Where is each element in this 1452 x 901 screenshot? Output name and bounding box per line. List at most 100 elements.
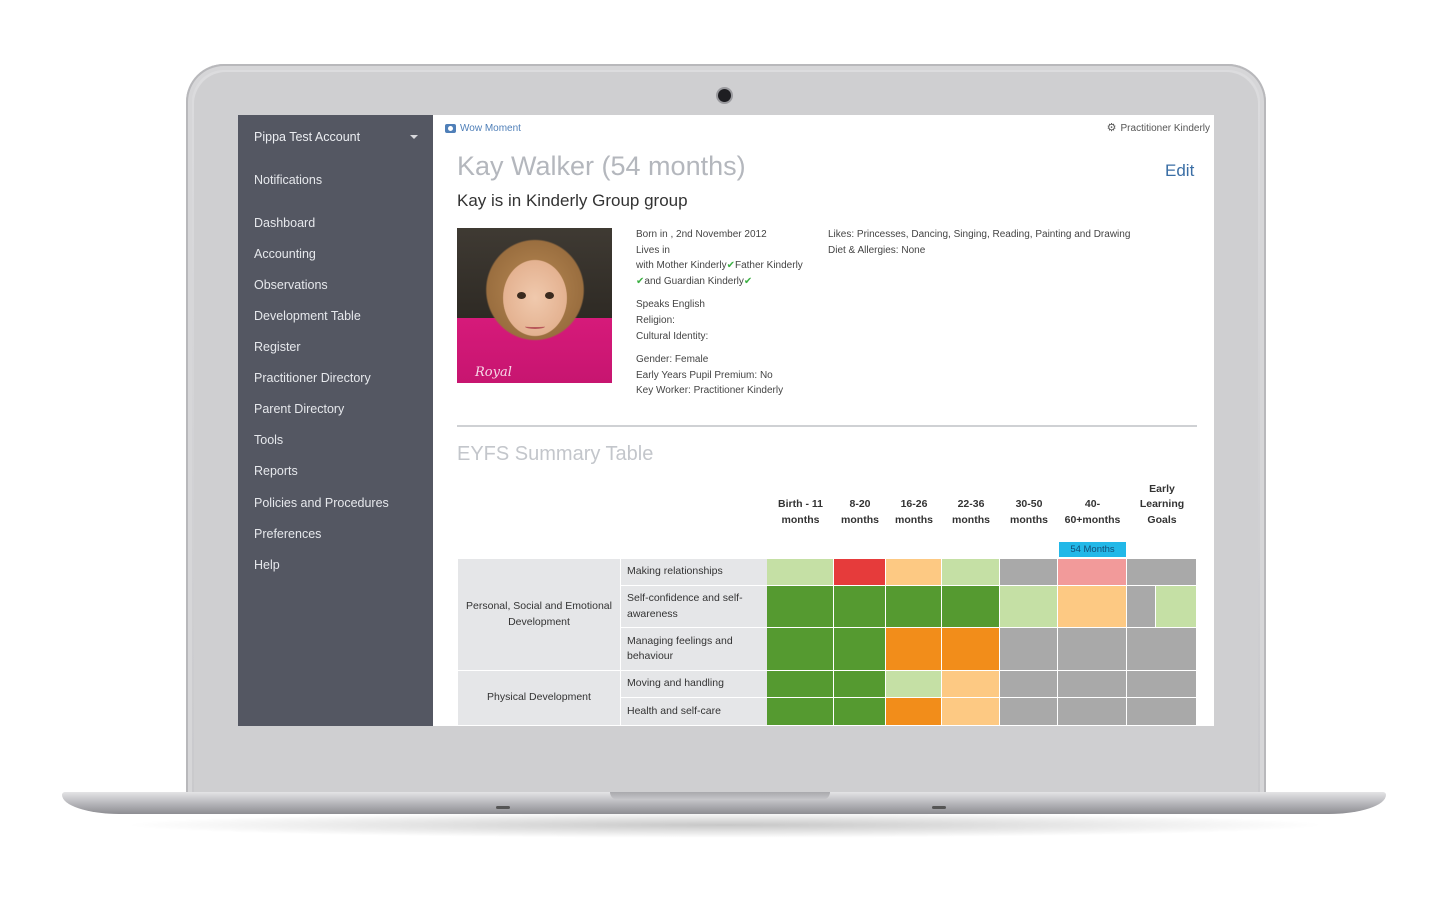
laptop-base <box>62 792 1386 814</box>
progress-cell[interactable] <box>886 671 942 698</box>
child-photo: Royal <box>457 228 612 383</box>
sidebar-item-register[interactable]: Register <box>254 340 301 354</box>
progress-cell[interactable] <box>1058 628 1127 671</box>
check-icon: ✔ <box>636 275 645 287</box>
progress-cell[interactable] <box>886 559 942 586</box>
progress-cell[interactable] <box>1127 628 1197 671</box>
aspect-label: Managing feelings and behaviour <box>620 628 767 671</box>
progress-cell[interactable] <box>942 586 1000 628</box>
column-header-line: Early <box>1149 482 1175 495</box>
progress-cell[interactable] <box>942 559 1000 586</box>
photo-mouth <box>525 324 545 329</box>
progress-cell[interactable] <box>834 698 886 726</box>
progress-cell[interactable] <box>834 671 886 698</box>
sidebar-item-observations[interactable]: Observations <box>254 278 328 292</box>
laptop-foot <box>496 806 510 809</box>
father-text: Father Kinderly <box>734 260 803 272</box>
child-details: Born in , 2nd November 2012 Lives in wit… <box>636 227 803 399</box>
progress-cell[interactable] <box>942 628 1000 671</box>
gender-text: Gender: Female <box>636 354 709 366</box>
sidebar-item-help[interactable]: Help <box>254 558 280 572</box>
camera-icon <box>445 124 456 133</box>
progress-cell[interactable] <box>1000 628 1058 671</box>
sidebar-item-accounting[interactable]: Accounting <box>254 247 316 261</box>
column-header: 30-50 months <box>1000 497 1058 528</box>
column-header-line: months <box>841 513 879 526</box>
group-subtitle: Kay is in Kinderly Group group <box>457 191 688 210</box>
sidebar: Pippa Test Account Notifications Dashboa… <box>238 115 433 726</box>
area-label: Physical Development <box>458 671 620 726</box>
progress-cell[interactable] <box>767 586 834 628</box>
progress-cell[interactable] <box>1058 586 1127 628</box>
sidebar-item-practitioner-directory[interactable]: Practitioner Directory <box>254 371 371 385</box>
column-header-line: Learning <box>1139 498 1185 510</box>
progress-cell[interactable] <box>767 671 834 698</box>
aspect-label: Self-confidence and self-awareness <box>620 586 767 628</box>
pupil-premium-text: Early Years Pupil Premium: No <box>636 369 773 381</box>
guardian-line: ✔and Guardian Kinderly✔ <box>636 274 803 290</box>
progress-cell[interactable] <box>767 628 834 671</box>
progress-cell[interactable] <box>1058 559 1127 586</box>
progress-cell[interactable] <box>1127 671 1197 698</box>
account-switcher[interactable]: Pippa Test Account <box>254 130 420 144</box>
edit-button[interactable]: Edit <box>1165 161 1195 180</box>
likes-text: Likes: Princesses, Dancing, Singing, Rea… <box>828 229 1131 240</box>
column-header: 8-20 months <box>834 497 886 528</box>
column-header-line: months <box>781 513 820 526</box>
sidebar-item-parent-directory[interactable]: Parent Directory <box>254 402 345 416</box>
diet-text: Diet & Allergies: None <box>828 244 926 256</box>
progress-cell[interactable] <box>767 698 834 726</box>
sidebar-item-preferences[interactable]: Preferences <box>254 527 322 541</box>
photo-eye <box>545 292 554 299</box>
progress-cell[interactable] <box>1000 559 1058 586</box>
sidebar-item-development-table[interactable]: Development Table <box>254 309 361 323</box>
user-name: Practitioner Kinderly <box>1120 123 1210 134</box>
key-worker-text: Key Worker: Practitioner Kinderly <box>636 385 784 397</box>
column-header-line: 16-26 <box>900 498 928 510</box>
progress-cell[interactable] <box>942 671 1000 698</box>
section-divider <box>457 425 1197 427</box>
progress-cell[interactable] <box>1000 698 1058 726</box>
progress-cell[interactable] <box>767 559 834 586</box>
column-header-line: months <box>1010 513 1048 526</box>
progress-cell[interactable] <box>1127 698 1197 726</box>
chevron-down-icon <box>410 135 418 139</box>
progress-cell[interactable] <box>1000 671 1058 698</box>
guardian-text: and Guardian Kinderly <box>644 275 744 287</box>
sidebar-item-policies[interactable]: Policies and Procedures <box>254 496 389 510</box>
progress-cell[interactable] <box>942 698 1000 726</box>
gear-icon: ⚙ <box>1106 122 1117 134</box>
progress-cell[interactable] <box>1058 698 1127 726</box>
progress-cell[interactable] <box>886 628 942 671</box>
user-menu[interactable]: ⚙ Practitioner Kinderly <box>1106 122 1210 135</box>
column-header-line: Birth - 11 <box>778 498 823 510</box>
page-title: Kay Walker (54 months) <box>457 151 746 181</box>
photo-shirt-text: Royal <box>475 365 512 380</box>
column-header: 16-26 months <box>886 497 942 528</box>
column-header-line: 30-50 <box>1015 498 1043 510</box>
sidebar-item-tools[interactable]: Tools <box>254 433 284 447</box>
laptop-notch <box>610 792 830 800</box>
child-preferences: Likes: Princesses, Dancing, Singing, Rea… <box>828 227 1130 258</box>
progress-cell[interactable] <box>1156 586 1197 628</box>
progress-cell[interactable] <box>1058 671 1127 698</box>
check-icon: ✔ <box>743 275 753 287</box>
progress-cell[interactable] <box>886 586 942 628</box>
cultural-identity-text: Cultural Identity: <box>636 330 709 342</box>
laptop-foot <box>932 806 946 809</box>
progress-cell[interactable] <box>886 698 942 726</box>
account-name: Pippa Test Account <box>254 130 361 144</box>
progress-cell[interactable] <box>834 559 886 586</box>
progress-cell[interactable] <box>834 586 886 628</box>
wow-moment-link[interactable]: Wow Moment <box>445 123 521 134</box>
progress-cell[interactable] <box>1000 586 1058 628</box>
mother-text: with Mother Kinderly <box>636 260 727 272</box>
sidebar-item-notifications[interactable]: Notifications <box>254 173 323 187</box>
progress-cell[interactable] <box>834 628 886 671</box>
progress-cell[interactable] <box>1127 586 1156 628</box>
sidebar-item-reports[interactable]: Reports <box>254 464 298 478</box>
column-header-line: 8-20 <box>849 498 871 510</box>
progress-cell[interactable] <box>1127 559 1197 586</box>
sidebar-item-dashboard[interactable]: Dashboard <box>254 216 316 230</box>
lives-in-text: Lives in <box>636 244 670 256</box>
